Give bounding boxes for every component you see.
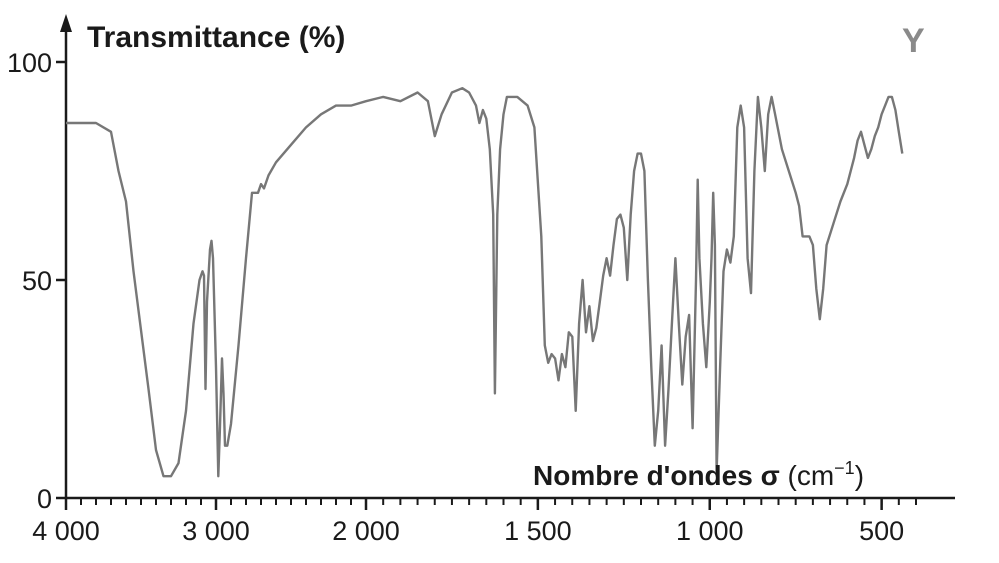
x-tick-label: 1 000 — [676, 516, 744, 546]
y-tick-label: 0 — [37, 484, 52, 514]
x-tick-label: 500 — [859, 516, 904, 546]
spectrum-line — [66, 87, 904, 478]
y-tick-labels: 0 50 100 — [7, 48, 52, 514]
y-tick-label: 50 — [22, 266, 52, 296]
x-tick-label: 3 000 — [182, 516, 250, 546]
axes — [60, 14, 955, 500]
x-tick-label: 4 000 — [32, 516, 100, 546]
y-axis-arrow-icon — [60, 14, 72, 32]
x-tick-labels: 4 000 3 000 2 000 1 500 1 000 500 — [32, 516, 904, 546]
y-axis-label: Transmittance (%) — [87, 21, 345, 54]
x-tick-label: 2 000 — [332, 516, 400, 546]
x-axis-label-unit-exponent: −1 — [834, 458, 855, 478]
panel-label: Y — [902, 22, 925, 60]
y-tick-label: 100 — [7, 48, 52, 78]
x-axis-label-unit-close: ) — [855, 460, 864, 491]
y-ticks — [56, 60, 66, 500]
x-tick-label: 1 500 — [504, 516, 572, 546]
x-axis-label-name: Nombre d'ondes — [533, 460, 753, 491]
x-axis-label-unit: (cm — [788, 460, 835, 491]
x-axis-label: Nombre d'ondes σ (cm−1) — [533, 458, 864, 491]
x-axis-label-symbol: σ — [761, 460, 780, 491]
x-major-ticks — [64, 498, 883, 510]
